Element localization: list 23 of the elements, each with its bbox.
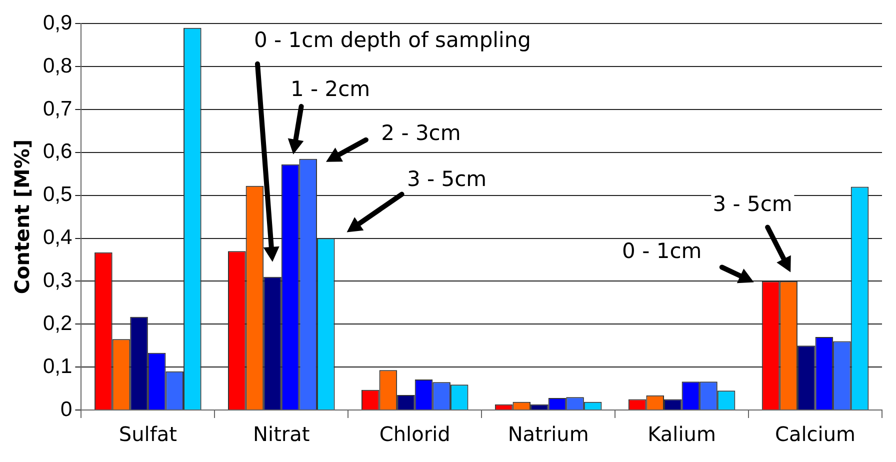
annotation: 3 - 5cm — [404, 167, 489, 192]
annotation: 1 - 2cm — [288, 77, 372, 102]
y-tick-label: 0,9 — [42, 11, 72, 34]
x-tick-label: Sulfat — [118, 422, 178, 446]
y-axis-title: Content [M%] — [10, 139, 34, 294]
x-tick-label: Natrium — [508, 422, 589, 446]
y-tick-label: 0,4 — [42, 226, 73, 250]
x-tick-label: Chlorid — [379, 422, 450, 446]
annotation: 0 - 1cm depth of sampling — [252, 28, 533, 52]
y-tick-label: 0,6 — [42, 140, 72, 164]
x-tick-label: Kalium — [648, 422, 716, 446]
y-tick-label: 0 — [60, 398, 72, 421]
y-tick-label: 0,8 — [42, 54, 72, 78]
y-tick-label: 0,7 — [42, 97, 72, 120]
annotation: 0 - 1cm — [620, 239, 704, 264]
x-tick-label: Calcium — [775, 422, 856, 446]
x-tick-label: Nitrat — [253, 422, 310, 446]
y-tick-label: 0,2 — [42, 312, 72, 335]
annotation: 2 - 3cm — [379, 120, 463, 145]
annotation: 3 - 5cm — [710, 192, 794, 216]
y-tick-label: 0,3 — [42, 268, 72, 292]
y-tick-label: 0,1 — [42, 354, 72, 378]
y-tick-label: 0,5 — [42, 183, 72, 206]
